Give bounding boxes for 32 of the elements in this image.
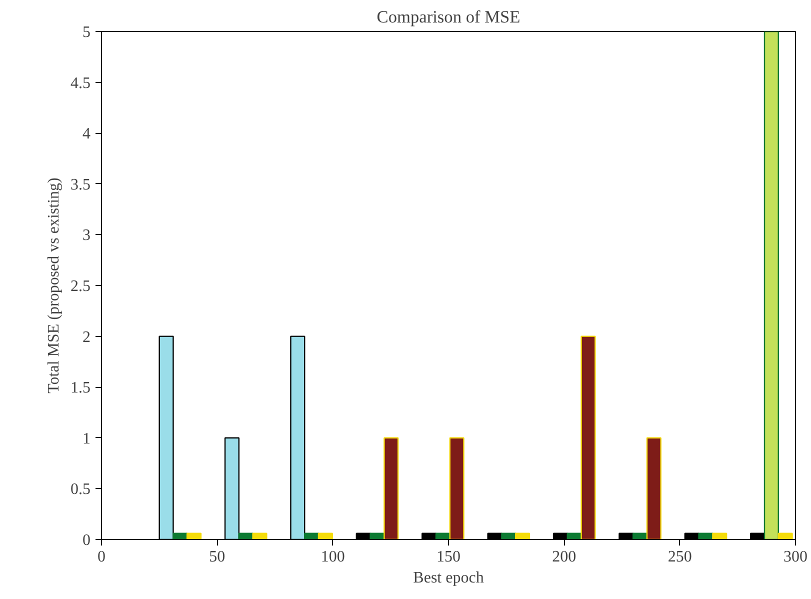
y-tick-label: 4 [82,126,90,143]
y-tick-label: 1.5 [70,380,90,397]
chart-title: Comparison of MSE [376,8,520,26]
y-tick-label: 0 [82,532,90,549]
bar [580,336,596,540]
bar [449,437,464,540]
y-tick-label: 2 [82,328,90,346]
bar [778,532,793,540]
bar [384,437,399,540]
x-tick-label: 300 [784,548,808,566]
y-tick-label: 3.5 [70,176,90,194]
bar [646,437,662,540]
bar [514,532,530,540]
x-tick-label: 50 [209,548,226,566]
y-tick-label: 2.5 [70,278,90,295]
x-tick-label: 250 [668,548,692,566]
bar [186,532,202,540]
bar [764,32,779,540]
y-tick-label: 3 [82,227,90,244]
bar [318,532,333,540]
y-tick-label: 0.5 [70,481,90,498]
y-tick-label: 4.5 [70,74,90,92]
x-tick-label: 200 [552,548,576,566]
y-axis-title: Total MSE (proposed vs existing) [46,178,62,394]
x-axis-title: Best epoch [413,570,484,586]
y-tick-label: 1 [82,430,90,448]
bar [252,532,268,540]
x-tick-label: 0 [98,548,106,566]
x-tick-label: 100 [320,548,345,566]
x-tick-label: 150 [436,548,460,566]
y-tick-label: 5 [82,24,90,41]
bar [712,532,728,540]
